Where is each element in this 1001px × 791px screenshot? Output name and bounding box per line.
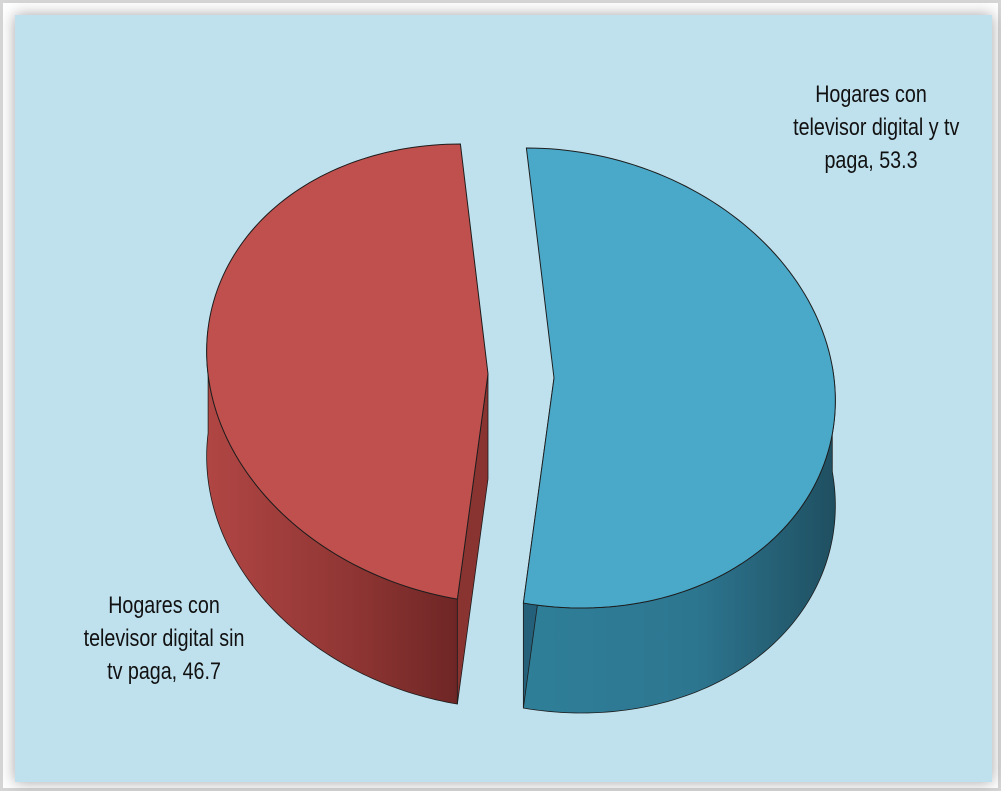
slice-label-line: Hogares con <box>815 81 927 108</box>
slice-label-line: televisor digital sin <box>83 625 245 652</box>
slice-label-con-tv-paga: Hogares con televisor digital y tv paga,… <box>793 78 960 177</box>
slice-sin-tv-paga <box>206 143 489 600</box>
slice-label-line: televisor digital y tv <box>793 114 960 141</box>
slice-label-line: paga, 53.3 <box>824 147 918 174</box>
slice-label-line: Hogares con <box>108 592 220 619</box>
slice-label-sin-tv-paga: Hogares con televisor digital sin tv pag… <box>82 589 246 688</box>
slice-con-tv-paga <box>522 147 836 609</box>
slice-label-line: tv paga, 46.7 <box>107 658 221 685</box>
